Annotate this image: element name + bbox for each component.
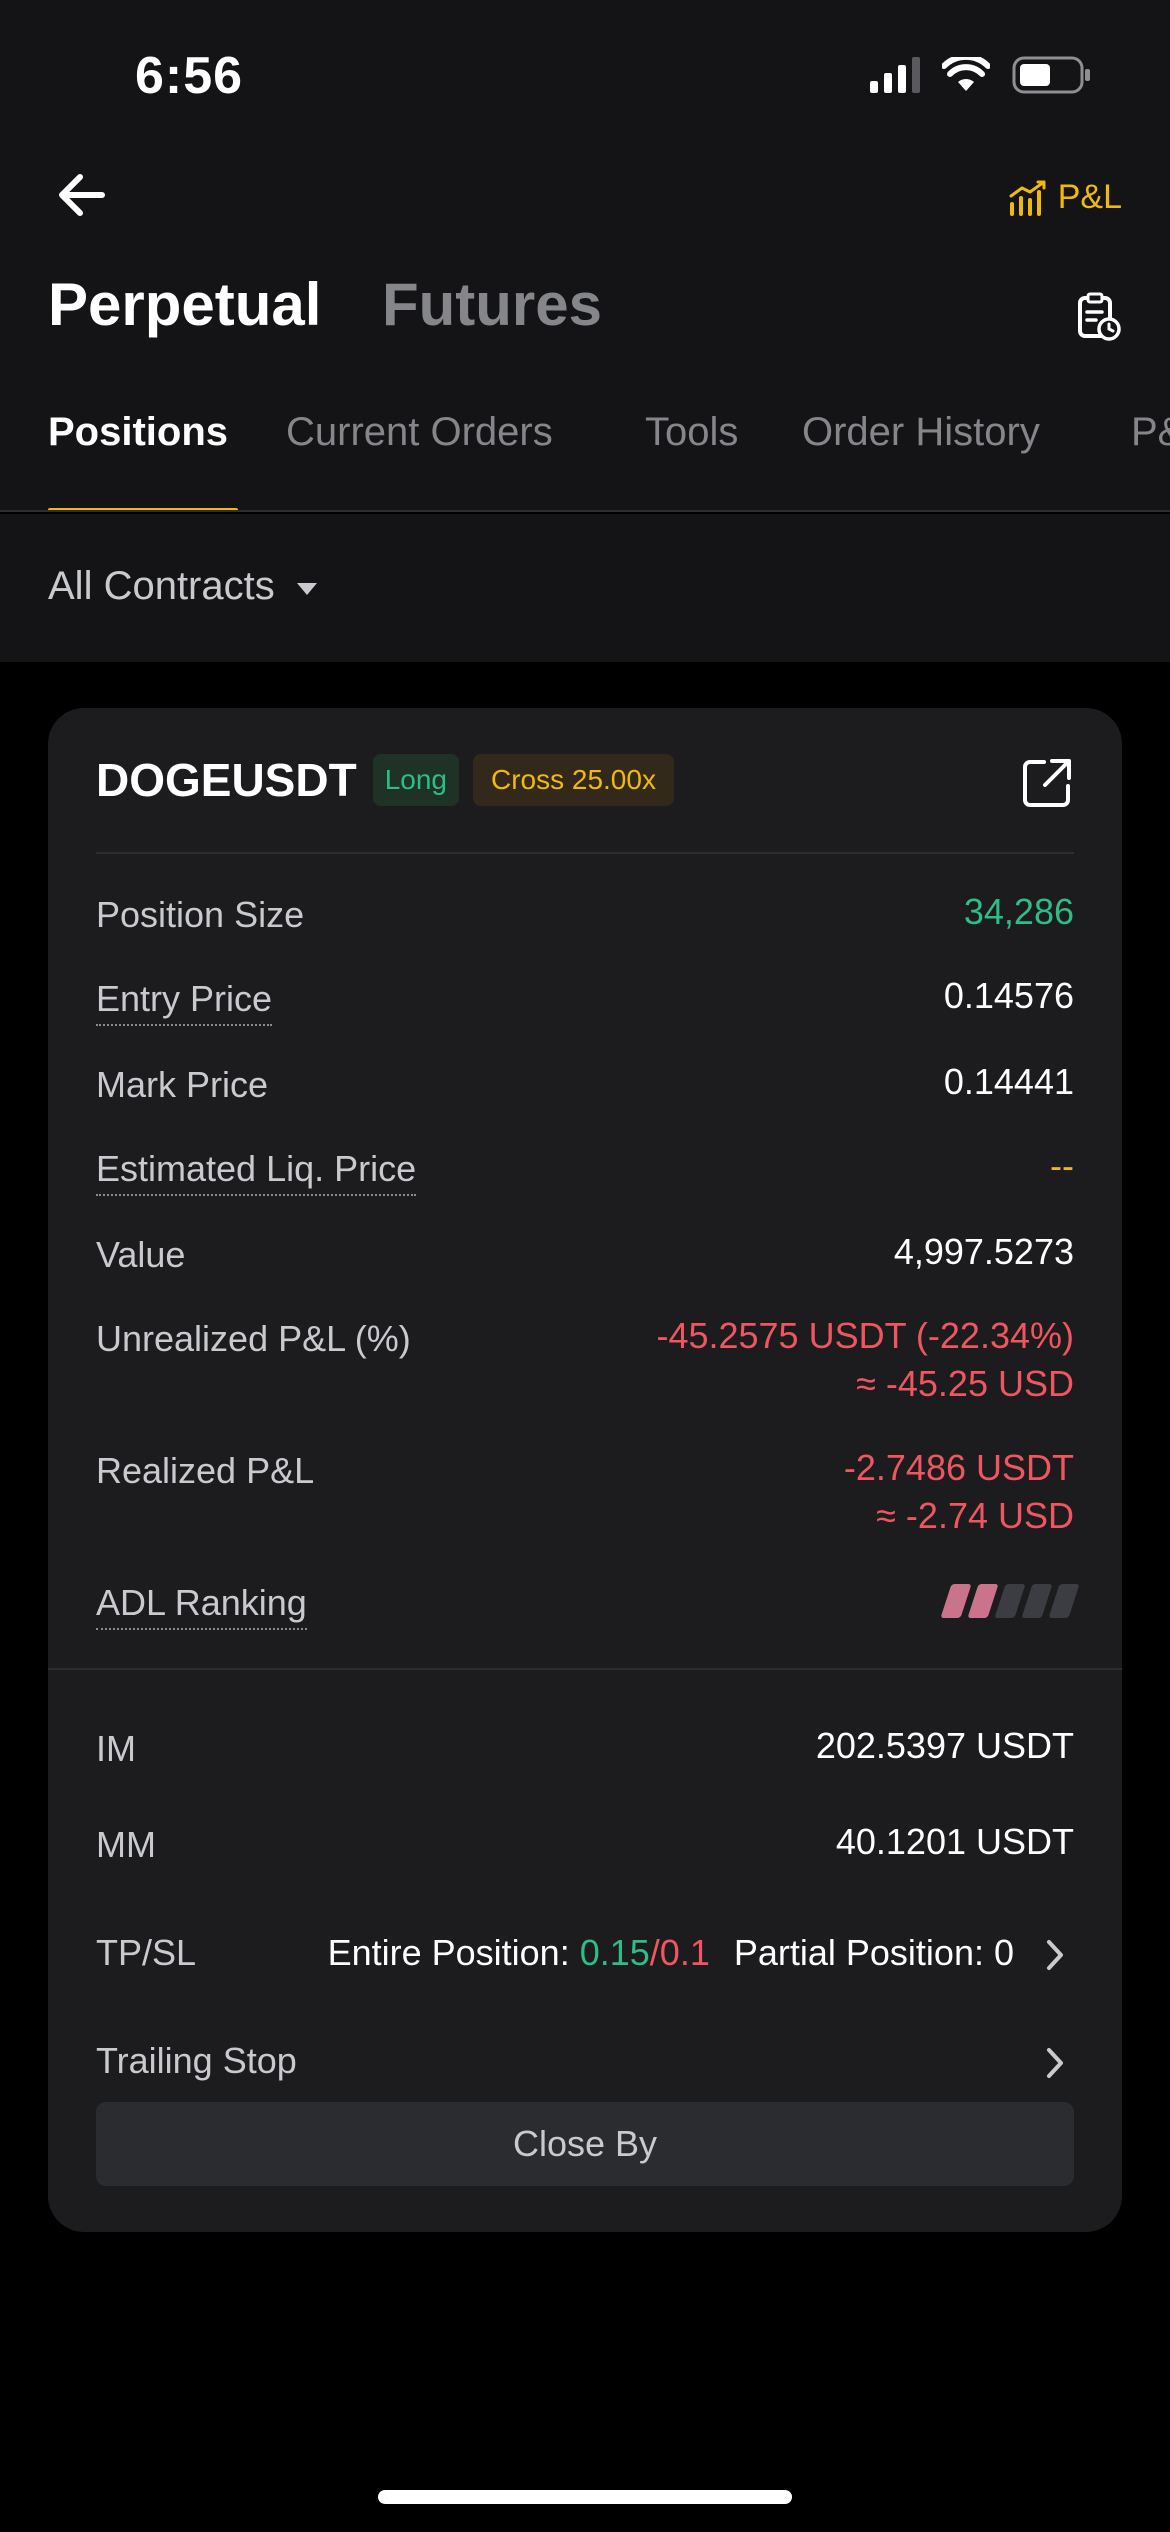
wifi-icon [942,57,990,91]
value-label: Value [96,1234,186,1275]
order-history-icon[interactable] [1076,292,1122,342]
adl-ranking-label[interactable]: ADL Ranking [96,1582,307,1630]
tab-futures[interactable]: Futures [382,271,603,338]
position-size-value: 34,286 [963,891,1074,932]
realized-pl-label: Realized P&L [96,1450,315,1491]
position-header: DOGEUSDT Long Cross 25.00x [96,748,674,812]
position-size-label: Position Size [96,894,305,935]
title-tabs: Perpetual Futures [0,270,1170,360]
tpsl-entire-prefix: Entire Position: [327,1932,580,1973]
unrealized-pl-label: Unrealized P&L (%) [96,1318,411,1359]
battery-icon [1012,56,1090,94]
entry-price-value: 0.14576 [943,975,1074,1016]
divider [48,1668,1122,1670]
tab-positions[interactable]: Positions [48,410,229,454]
pl-label: P&L [1057,178,1122,216]
tpsl-partial: Partial Position: 0 [733,1932,1014,1973]
chevron-right-icon[interactable] [1044,1938,1066,1972]
im-label: IM [96,1728,136,1769]
chart-bars-icon [1009,180,1046,216]
close-by-button[interactable]: Close By [96,2102,1074,2186]
mark-price-value: 0.14441 [943,1061,1074,1102]
adl-bar [994,1584,1026,1618]
sl-value: 0.1 [659,1932,710,1973]
value-amount: 4,997.5273 [893,1231,1074,1272]
adl-bar [1021,1584,1053,1618]
filter-bar: All Contracts [0,514,1170,662]
im-value: 202.5397 USDT [815,1725,1074,1766]
cellular-signal-icon [870,57,920,93]
share-icon[interactable] [1020,756,1074,810]
trailing-stop-label: Trailing Stop [96,2040,297,2081]
back-arrow-icon[interactable] [52,165,112,225]
unrealized-pl-value: -45.2575 USDT (-22.34%) [656,1315,1074,1356]
header-area [0,0,1170,512]
position-subtabs: Positions Current Orders Tools Order His… [0,400,1170,512]
filter-label: All Contracts [48,564,275,608]
mm-label: MM [96,1824,156,1865]
liq-price-value: -- [1050,1145,1074,1186]
adl-bar [967,1584,999,1618]
mm-value: 40.1201 USDT [835,1821,1074,1862]
entry-price-label[interactable]: Entry Price [96,978,273,1026]
side-badge: Long [372,754,459,806]
tab-perpetual[interactable]: Perpetual [48,271,322,338]
adl-bar [1048,1584,1080,1618]
status-icons [870,56,1092,94]
tpsl-label: TP/SL [96,1932,197,1973]
unrealized-pl-usd: ≈ -45.25 USD [856,1363,1074,1404]
realized-pl-value: -2.7486 USDT [843,1447,1074,1488]
pl-button[interactable]: P&L [1008,178,1122,217]
liq-price-label[interactable]: Estimated Liq. Price [96,1148,417,1196]
divider [96,852,1074,854]
realized-pl-usd: ≈ -2.74 USD [876,1495,1074,1536]
status-bar: 6:56 [0,0,1170,150]
active-tab-indicator [48,508,238,510]
contracts-filter-dropdown[interactable]: All Contracts [48,564,317,609]
margin-mode-badge[interactable]: Cross 25.00x [472,754,674,806]
tab-order-history[interactable]: Order History [802,410,1040,454]
caret-down-icon [296,582,317,595]
adl-bar [940,1584,972,1618]
tab-current-orders[interactable]: Current Orders [286,410,553,454]
tab-pl-truncated[interactable]: P& [1131,410,1170,454]
tp-value: 0.15 [579,1932,650,1973]
position-card: DOGEUSDT Long Cross 25.00x Position Size… [48,708,1122,2232]
nav-row: P&L [0,150,1170,240]
mark-price-label: Mark Price [96,1064,269,1105]
chevron-right-icon[interactable] [1044,2046,1066,2080]
status-time: 6:56 [135,47,244,105]
home-indicator [378,2490,792,2504]
tab-tools[interactable]: Tools [645,410,739,454]
adl-ranking-indicator [940,1584,1080,1618]
tpsl-summary: Entire Position: 0.15/0.1 Partial Positio… [328,1932,1014,1974]
position-symbol: DOGEUSDT [96,754,357,806]
tpsl-separator: / [649,1932,660,1973]
